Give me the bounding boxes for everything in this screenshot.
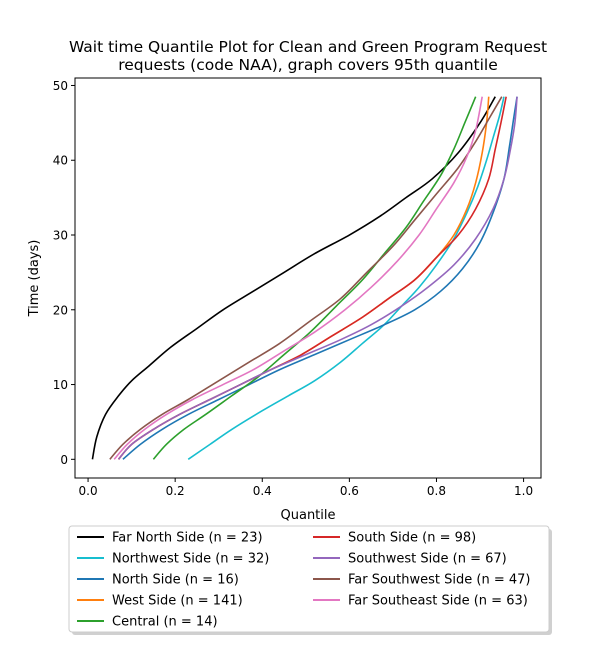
x-tick-label: 0.8 [427,484,446,498]
legend-label-9: Far Southeast Side (n = 63) [348,594,528,609]
series-line-8 [109,96,503,460]
legend: Far North Side (n = 23) Northwest Side (n… [68,525,552,635]
series-line-7 [117,96,518,460]
legend-entries: Far North Side (n = 23) Northwest Side (n… [77,531,530,630]
x-tick-label: 0.0 [79,484,98,498]
x-axis-ticks: 0.0 0.2 0.4 0.6 0.8 1.0 [79,478,533,498]
series-lines [91,96,518,460]
chart-title-line1: Wait time Quantile Plot for Clean and Gr… [69,38,547,56]
legend-label-4: West Side (n = 141) [112,594,243,609]
y-tick-label: 0 [60,453,68,467]
x-tick-label: 1.0 [514,484,533,498]
legend-box [68,525,550,633]
y-axis-ticks: 0 10 20 30 40 50 [53,79,75,467]
plot-area-frame [74,77,542,479]
x-tick-label: 0.6 [340,484,359,498]
chart-title-line2: requests (code NAA), graph covers 95th q… [118,56,498,74]
y-tick-label: 10 [53,378,68,392]
series-line-1 [91,96,496,460]
legend-label-1: Far North Side (n = 23) [112,531,263,546]
y-axis-label: Time (days) [27,240,42,318]
legend-label-2: Northwest Side (n = 32) [112,552,269,567]
legend-label-7: Southwest Side (n = 67) [348,552,507,567]
legend-label-6: South Side (n = 98) [348,531,476,546]
y-tick-label: 50 [53,79,68,93]
series-line-9 [113,96,483,460]
legend-label-8: Far Southwest Side (n = 47) [348,573,530,588]
y-tick-label: 20 [53,303,68,317]
legend-label-3: North Side (n = 16) [112,573,239,588]
x-tick-label: 0.4 [253,484,272,498]
y-tick-label: 40 [53,154,68,168]
series-line-5 [152,96,477,460]
legend-label-5: Central (n = 14) [112,615,218,630]
x-axis-label: Quantile [281,508,336,523]
y-tick-label: 30 [53,229,68,243]
x-tick-label: 0.2 [166,484,185,498]
